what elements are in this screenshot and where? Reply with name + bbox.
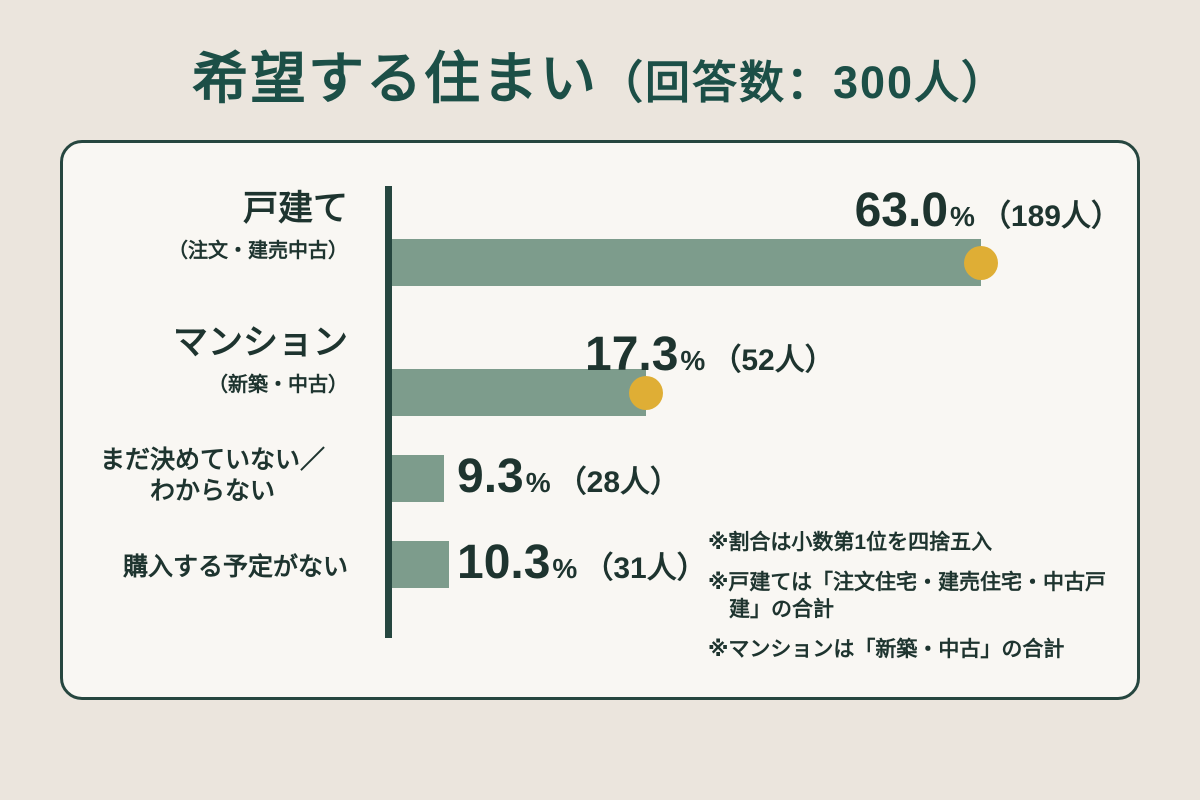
value-count: （31人）: [583, 552, 707, 585]
bar-end-marker: [964, 245, 998, 280]
bar-undecided: [392, 455, 444, 502]
value-unit: %: [525, 467, 551, 498]
bar-end-marker: [629, 375, 663, 410]
chart-axis-line: [385, 186, 392, 638]
value-number: 10.3: [457, 536, 551, 589]
bar-no-plan: [392, 541, 449, 588]
footnotes: ※割合は小数第1位を四捨五入 ※戸建ては「注文住宅・建売住宅・中古戸建」の合計 …: [708, 529, 1136, 676]
category-label-undecided: まだ決めていない／ わからない: [77, 445, 348, 506]
value-label-condo: 17.3% （52人）: [585, 327, 835, 382]
title-sub: （回答数：300人）: [597, 57, 1009, 108]
category-line1: まだ決めていない／: [99, 446, 325, 474]
value-label-detached-house: 63.0% （189人）: [855, 183, 1121, 238]
value-number: 17.3: [585, 328, 679, 381]
bar-detached-house: [392, 239, 998, 286]
chart-card: 戸建て （注文・建売中古） 63.0% （189人） マンション （新築・中古） …: [60, 140, 1140, 700]
value-count: （52人）: [711, 344, 835, 377]
value-unit: %: [950, 201, 975, 232]
footnote-item: ※戸建ては「注文住宅・建売住宅・中古戸建」の合計: [708, 570, 1106, 622]
category-main-text: 購入する予定がない: [122, 553, 348, 581]
category-label-condo: マンション （新築・中古）: [83, 323, 348, 397]
category-main-text: マンション: [172, 323, 348, 362]
value-unit: %: [680, 345, 706, 376]
title-main: 希望する住まい: [191, 47, 598, 110]
category-main-text: 戸建て: [242, 189, 348, 228]
value-number: 63.0: [854, 184, 949, 237]
value-count: （28人）: [556, 466, 681, 499]
category-sub-text: （注文・建売中古）: [168, 240, 348, 263]
value-label-undecided: 9.3% （28人）: [457, 449, 680, 504]
value-label-no-plan: 10.3% （31人）: [457, 535, 707, 590]
page-title: 希望する住まい（回答数：300人）: [0, 34, 1200, 115]
bar-condo: [392, 369, 663, 416]
category-label-no-plan: 購入する予定がない: [69, 547, 348, 583]
category-label-detached-house: 戸建て （注文・建売中古）: [83, 189, 348, 263]
category-line2: わからない: [149, 476, 275, 505]
category-sub-text: （新築・中古）: [208, 374, 348, 397]
footnote-item: ※マンションは「新築・中古」の合計: [708, 638, 1065, 662]
value-unit: %: [552, 553, 578, 584]
value-count: （189人）: [980, 200, 1121, 233]
value-number: 9.3: [457, 450, 524, 503]
footnote-item: ※割合は小数第1位を四捨五入: [708, 531, 993, 554]
